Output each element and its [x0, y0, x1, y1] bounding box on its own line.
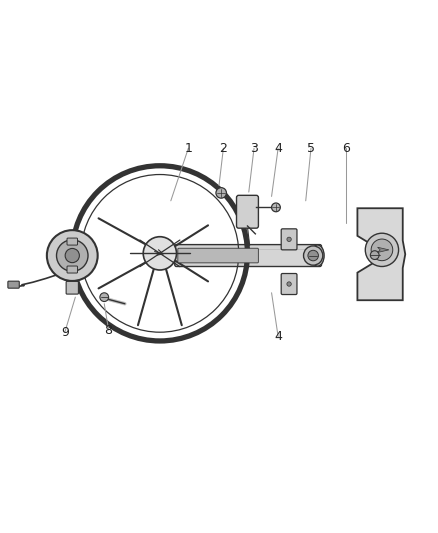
Circle shape: [47, 230, 98, 281]
FancyBboxPatch shape: [67, 238, 78, 245]
Polygon shape: [378, 247, 389, 253]
Text: 3: 3: [250, 142, 258, 155]
Circle shape: [65, 248, 79, 263]
Circle shape: [371, 239, 393, 261]
Circle shape: [370, 251, 379, 260]
FancyBboxPatch shape: [8, 281, 19, 288]
Text: 1: 1: [184, 142, 192, 155]
FancyBboxPatch shape: [175, 245, 321, 266]
Circle shape: [57, 240, 88, 271]
FancyBboxPatch shape: [178, 248, 258, 263]
Ellipse shape: [311, 245, 324, 266]
Text: 5: 5: [307, 142, 315, 155]
Text: 4: 4: [274, 330, 282, 343]
Circle shape: [100, 293, 109, 302]
Circle shape: [308, 251, 318, 261]
FancyBboxPatch shape: [281, 273, 297, 295]
FancyBboxPatch shape: [237, 195, 258, 228]
Polygon shape: [357, 208, 405, 300]
FancyBboxPatch shape: [281, 229, 297, 250]
FancyBboxPatch shape: [67, 266, 78, 273]
Circle shape: [272, 203, 280, 212]
Text: 8: 8: [105, 324, 113, 336]
Circle shape: [365, 233, 399, 266]
Circle shape: [304, 246, 323, 265]
Circle shape: [216, 188, 226, 198]
Circle shape: [143, 237, 177, 270]
Text: 6: 6: [342, 142, 350, 155]
Text: 9: 9: [61, 326, 69, 338]
Circle shape: [287, 282, 291, 286]
FancyBboxPatch shape: [66, 281, 78, 294]
Text: 4: 4: [274, 142, 282, 155]
Circle shape: [287, 237, 291, 241]
Text: 2: 2: [219, 142, 227, 155]
